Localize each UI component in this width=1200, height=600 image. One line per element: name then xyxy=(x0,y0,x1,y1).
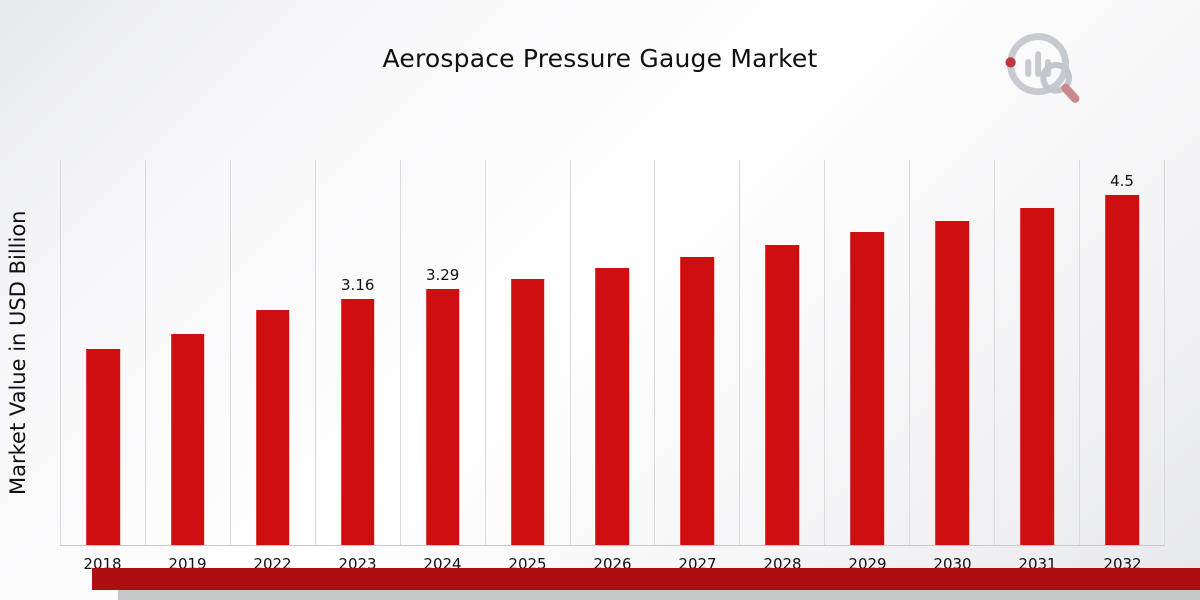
bar-2032: 4.5 xyxy=(1105,172,1139,545)
bar-value-label: 3.29 xyxy=(425,266,460,285)
footer-accent-bar xyxy=(92,568,1200,590)
bar-2025 xyxy=(510,279,545,545)
bar-chart: 3.16 3.29 4.5 2018 2019 2022 2023 2024 2025 2026… xyxy=(60,160,1165,573)
logo-red-dot xyxy=(1005,57,1016,68)
grid-column: 4.5 xyxy=(1079,160,1165,545)
grid-column xyxy=(484,160,570,545)
bar-2019 xyxy=(171,334,205,545)
grid-column xyxy=(739,160,824,545)
bar-value-label: 4.5 xyxy=(1110,172,1134,190)
bar-2026 xyxy=(595,268,630,545)
bar-2028 xyxy=(765,244,800,545)
bar-2022 xyxy=(256,310,290,545)
brand-logo-graphic xyxy=(1005,33,1080,103)
grid-column xyxy=(569,160,655,545)
bar-2029 xyxy=(850,232,885,545)
grid-column: 3.29 xyxy=(399,160,485,545)
magnifier-lens-icon xyxy=(1040,61,1073,94)
grid-column xyxy=(654,160,739,545)
grid-column xyxy=(824,160,909,545)
bar-2031 xyxy=(1020,208,1054,545)
bar-2024: 3.29 xyxy=(425,266,460,545)
logo-bar-left xyxy=(1025,58,1032,78)
bar-2030 xyxy=(935,220,969,545)
grid-column xyxy=(144,160,230,545)
logo-bar-middle xyxy=(1035,51,1042,78)
grid-column xyxy=(994,160,1079,545)
grid-column: 3.16 xyxy=(314,160,400,545)
footer-shadow-bar xyxy=(118,590,1200,600)
grid-column xyxy=(229,160,315,545)
grid-column xyxy=(60,160,145,545)
y-axis-label: Market Value in USD Billion xyxy=(6,210,30,495)
chart-title: Aerospace Pressure Gauge Market xyxy=(382,44,818,73)
grid-column xyxy=(909,160,994,545)
bar-2023: 3.16 xyxy=(340,276,375,545)
plot-area: 3.16 3.29 4.5 xyxy=(60,160,1165,546)
magnifier-handle-icon xyxy=(1061,83,1080,103)
bar-2018 xyxy=(86,349,120,545)
brand-logo xyxy=(1002,28,1088,114)
bar-2027 xyxy=(680,257,715,545)
bar-value-label: 3.16 xyxy=(341,276,375,295)
